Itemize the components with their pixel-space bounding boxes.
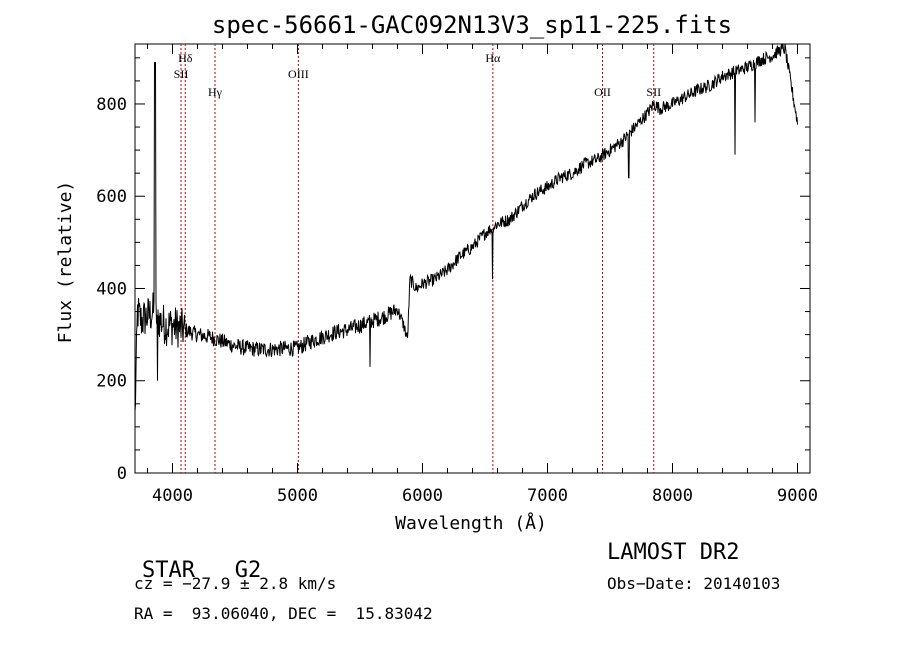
y-axis-label: Flux (relative) <box>55 181 76 344</box>
x-tick-label: 4000 <box>152 486 193 506</box>
spectrum-line <box>134 43 798 412</box>
plot-frame <box>134 43 811 474</box>
observation-date: Obs−Date: 20140103 <box>607 574 781 593</box>
redshift-velocity: cz = −27.9 ± 2.8 km/s <box>134 574 337 593</box>
survey-label: LAMOST DR2 <box>607 540 740 565</box>
y-tick-label: 200 <box>96 372 127 392</box>
plot-area: 4000 5000 6000 7000 8000 9000 0 200 400 600 800 SII… <box>96 43 818 506</box>
line-marker-label: Hδ <box>178 51 193 65</box>
line-marker-label: OII <box>594 85 611 99</box>
line-marker-label: Hα <box>485 51 501 65</box>
line-marker-label: SII <box>174 67 189 81</box>
x-tick-label: 7000 <box>527 486 568 506</box>
coordinates: RA = 93.06040, DEC = 15.83042 <box>134 604 433 623</box>
x-axis-label: Wavelength (Å) <box>395 512 547 534</box>
y-tick-label: 800 <box>96 95 127 115</box>
line-marker-label: Hγ <box>208 85 223 99</box>
x-tick-label: 9000 <box>777 486 818 506</box>
line-marker-label: OIII <box>288 67 309 81</box>
y-tick-label: 400 <box>96 279 127 299</box>
x-tick-label: 6000 <box>402 486 443 506</box>
object-class: STAR <box>142 558 195 583</box>
line-marker-label: SII <box>646 85 661 99</box>
chart-title: spec-56661-GAC092N13V3_sp11-225.fits <box>212 11 732 39</box>
y-tick-label: 0 <box>117 464 127 484</box>
spectral-subclass: G2 <box>234 558 262 583</box>
x-tick-label: 5000 <box>277 486 318 506</box>
classification: STAR G2 <box>134 540 261 583</box>
x-tick-label: 8000 <box>652 486 693 506</box>
y-tick-label: 600 <box>96 187 127 207</box>
